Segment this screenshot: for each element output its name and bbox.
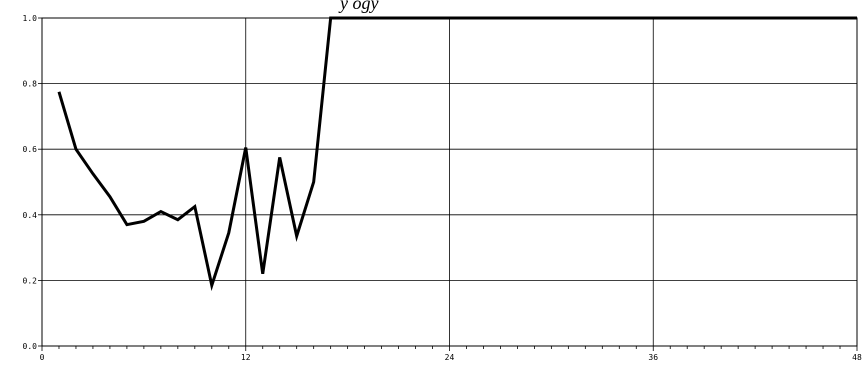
chart-title-fragment: y ogy: [338, 0, 378, 13]
y-tick-label: 0.8: [23, 80, 38, 89]
grid: [41, 17, 858, 347]
x-tick-label: 12: [241, 353, 251, 362]
y-tick-label: 0.0: [23, 342, 38, 351]
x-tick-label: 36: [648, 353, 658, 362]
tick-labels: 0.0 0.2 0.4 0.6 0.8 1.0 0 12 24 36 48: [23, 14, 862, 362]
x-tick-label: 0: [40, 353, 45, 362]
series-line: [57, 16, 857, 292]
axes: [38, 17, 858, 351]
series-layer: [57, 16, 857, 292]
x-tick-label: 48: [852, 353, 862, 362]
y-tick-label: 0.4: [23, 211, 38, 220]
y-tick-label: 0.2: [23, 276, 38, 285]
y-tick-label: 0.6: [23, 145, 38, 154]
x-tick-label: 24: [445, 353, 455, 362]
y-tick-label: 1.0: [23, 14, 38, 23]
